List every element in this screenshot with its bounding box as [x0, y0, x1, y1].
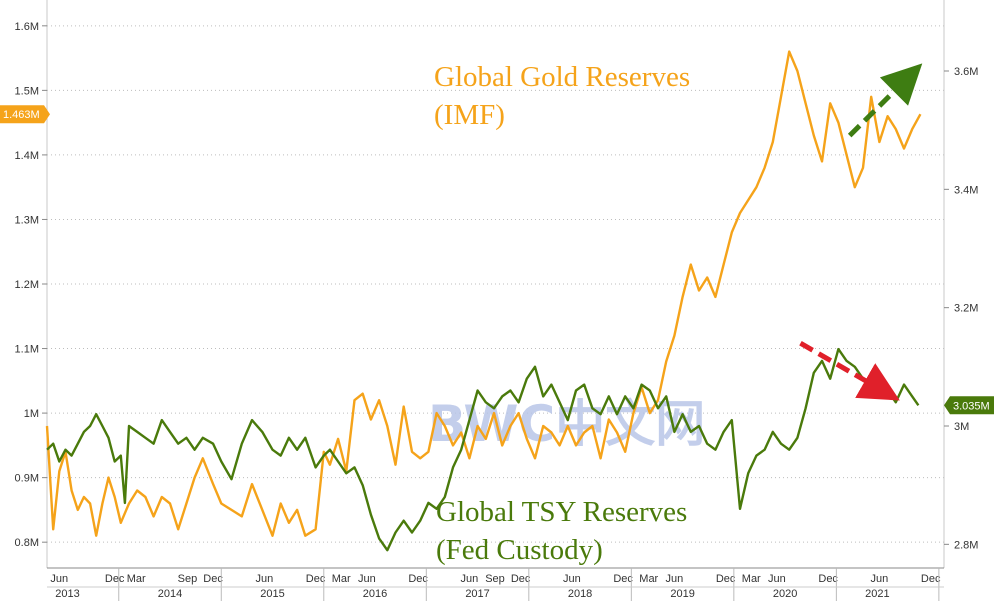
year-tick-label: 2016 [363, 588, 387, 600]
year-tick-label: 2018 [568, 588, 592, 600]
month-tick-label: Dec [203, 573, 223, 585]
left-tick-label: 1.3M [15, 214, 39, 226]
gold-title-line1: Global Gold Reserves [434, 61, 690, 93]
tsy-last-value: 3.035M [953, 400, 990, 412]
month-tick-label: Jun [563, 573, 581, 585]
right-tick-label: 3.2M [954, 303, 978, 315]
left-tick-label: 0.9M [15, 473, 39, 485]
year-tick-label: 2015 [260, 588, 284, 600]
tsy-reserves-line [46, 347, 920, 552]
right-tick-label: 3M [954, 421, 969, 433]
left-tick-label: 0.8M [15, 537, 39, 549]
left-tick-label: 1.6M [15, 21, 39, 33]
x-axis: Jun Dec Mar Sep Dec Jun Dec Mar Jun Dec Jun Sep Dec J… [47, 567, 944, 601]
year-tick-label: 2014 [158, 588, 182, 600]
left-tick-label: 1.2M [15, 279, 39, 291]
watermark: BWC中文网 [428, 395, 705, 453]
month-tick-label: Dec [921, 573, 941, 585]
right-tick-label: 3.6M [954, 66, 978, 78]
gold-title-line2: (IMF) [434, 99, 505, 131]
left-axis: 0.8M 0.9M 1M 1.1M 1.2M 1.3M 1.4M 1.5M 1.6M [15, 0, 48, 568]
right-tick-label: 2.8M [954, 539, 978, 551]
year-tick-label: 2013 [55, 588, 79, 600]
month-tick-label: Sep [485, 573, 505, 585]
month-tick-label: Dec [818, 573, 838, 585]
gold-series-title: Global Gold Reserves (IMF) [434, 61, 690, 131]
trend-down-arrow [799, 341, 900, 401]
gold-last-value-badge: 1.463M [0, 105, 50, 124]
month-tick-label: Dec [613, 573, 633, 585]
gold-last-value: 1.463M [3, 109, 40, 121]
tsy-badge-shape [944, 396, 994, 415]
month-tick-label: Jun [255, 573, 273, 585]
left-tick-label: 1M [24, 408, 39, 420]
left-tick-label: 1.4M [15, 150, 39, 162]
tsy-title-line2: (Fed Custody) [436, 534, 603, 566]
last-value-badges: 1.463M 3.035M [0, 105, 994, 415]
right-axis: 2.8M 3M 3.2M 3.4M 3.6M [943, 0, 978, 568]
month-tick-label: Sep [178, 573, 198, 585]
left-tick-label: 1.5M [15, 85, 39, 97]
month-tick-label: Jun [358, 573, 376, 585]
month-tick-label: Dec [716, 573, 736, 585]
month-tick-label: Jun [871, 573, 889, 585]
month-tick-label: Jun [50, 573, 68, 585]
left-tick-label: 1.1M [15, 344, 39, 356]
year-tick-label: 2020 [773, 588, 797, 600]
month-tick-label: Mar [742, 573, 761, 585]
year-tick-label: 2021 [865, 588, 889, 600]
grid-lines [47, 25, 944, 543]
month-tick-label: Mar [332, 573, 351, 585]
year-tick-label: 2017 [465, 588, 489, 600]
gold-badge-shape [0, 105, 50, 124]
right-tick-label: 3.4M [954, 184, 978, 196]
month-tick-label: Mar [639, 573, 658, 585]
annotation-layer [799, 63, 923, 401]
month-tick-label: Jun [666, 573, 684, 585]
month-tick-label: Dec [306, 573, 326, 585]
month-tick-label: Dec [511, 573, 531, 585]
trend-up-arrow [847, 63, 923, 138]
year-tick-label: 2019 [670, 588, 694, 600]
month-tick-label: Jun [460, 573, 478, 585]
month-tick-label: Dec [105, 573, 125, 585]
tsy-last-value-badge: 3.035M [944, 396, 994, 415]
month-tick-label: Dec [408, 573, 428, 585]
tsy-title-line1: Global TSY Reserves [436, 496, 687, 528]
month-tick-label: Mar [127, 573, 146, 585]
month-tick-label: Jun [768, 573, 786, 585]
gold-reserves-line [45, 50, 922, 537]
series-layer [45, 50, 922, 552]
tsy-series-title: Global TSY Reserves (Fed Custody) [436, 496, 687, 566]
